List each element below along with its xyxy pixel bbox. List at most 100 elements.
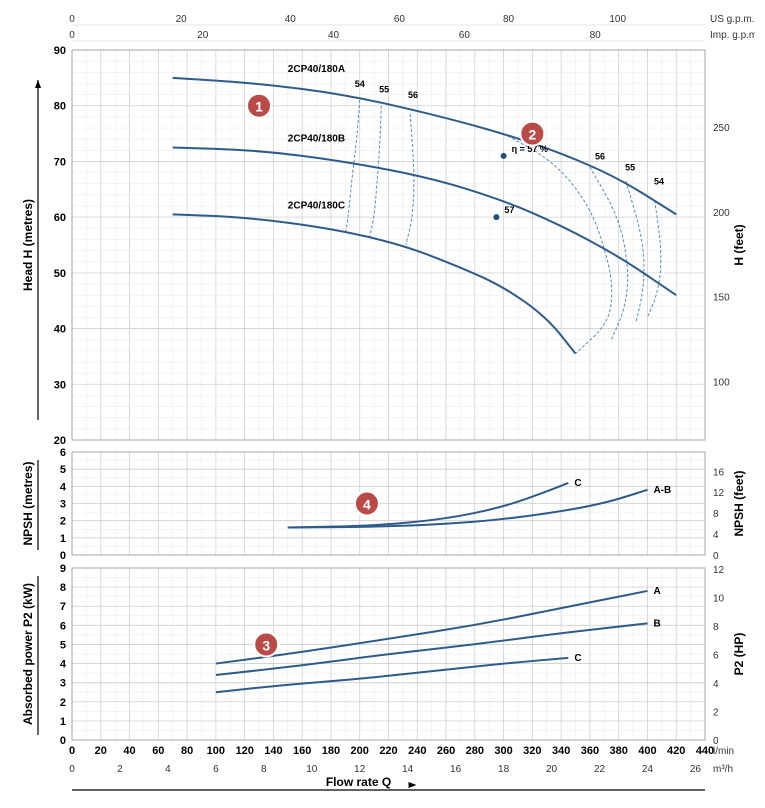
svg-text:Flow rate Q: Flow rate Q (326, 775, 391, 789)
svg-text:2: 2 (713, 707, 719, 718)
svg-text:6: 6 (60, 620, 66, 632)
svg-text:40: 40 (54, 324, 66, 336)
svg-text:8: 8 (713, 622, 719, 633)
svg-text:2CP40/180A: 2CP40/180A (288, 64, 345, 75)
svg-text:22: 22 (594, 764, 606, 775)
svg-text:180: 180 (322, 745, 340, 757)
svg-text:55: 55 (379, 85, 389, 95)
svg-text:60: 60 (54, 212, 66, 224)
svg-text:60: 60 (394, 14, 406, 25)
svg-text:0: 0 (69, 764, 75, 775)
svg-text:10: 10 (306, 764, 318, 775)
svg-text:4: 4 (60, 481, 67, 493)
svg-text:Absorbed power P2 (kW): Absorbed power P2 (kW) (21, 583, 35, 725)
svg-text:2: 2 (60, 516, 66, 528)
svg-text:NPSH (metres): NPSH (metres) (21, 461, 35, 545)
svg-text:14: 14 (402, 764, 414, 775)
svg-text:80: 80 (590, 30, 602, 41)
svg-text:18: 18 (498, 764, 510, 775)
svg-text:3: 3 (262, 637, 270, 653)
svg-text:50: 50 (54, 268, 66, 280)
svg-text:150: 150 (713, 293, 730, 304)
svg-text:340: 340 (552, 745, 570, 757)
svg-text:160: 160 (293, 745, 311, 757)
svg-text:56: 56 (408, 90, 418, 100)
svg-text:4: 4 (363, 497, 371, 513)
svg-text:9: 9 (60, 563, 66, 575)
svg-text:3: 3 (60, 499, 66, 511)
svg-text:80: 80 (181, 745, 193, 757)
svg-text:1: 1 (60, 533, 66, 545)
svg-text:20: 20 (546, 764, 558, 775)
pump-curve-chart: 020406080100US g.p.m.020406080Imp. g.p.m… (10, 10, 755, 798)
svg-text:6: 6 (713, 650, 719, 661)
svg-text:0: 0 (69, 14, 75, 25)
svg-text:12: 12 (713, 488, 725, 499)
svg-text:120: 120 (235, 745, 253, 757)
svg-text:P2 (HP): P2 (HP) (732, 633, 746, 676)
svg-text:4: 4 (713, 530, 719, 541)
svg-text:2CP40/180B: 2CP40/180B (288, 134, 345, 145)
svg-text:220: 220 (379, 745, 397, 757)
svg-text:0: 0 (713, 551, 719, 562)
svg-text:200: 200 (713, 208, 730, 219)
svg-text:2: 2 (117, 764, 123, 775)
svg-text:360: 360 (581, 745, 599, 757)
svg-text:l/min: l/min (713, 746, 734, 757)
svg-text:NPSH (feet): NPSH (feet) (732, 470, 746, 536)
svg-text:1: 1 (60, 716, 66, 728)
svg-text:200: 200 (351, 745, 369, 757)
svg-text:3: 3 (60, 678, 66, 690)
chart-svg: 020406080100US g.p.m.020406080Imp. g.p.m… (10, 10, 755, 798)
svg-text:2: 2 (60, 697, 66, 709)
svg-text:A: A (653, 586, 660, 597)
svg-text:320: 320 (523, 745, 541, 757)
svg-text:0: 0 (60, 735, 66, 747)
svg-text:8: 8 (261, 764, 267, 775)
svg-text:60: 60 (152, 745, 164, 757)
svg-text:2CP40/180C: 2CP40/180C (288, 200, 345, 211)
svg-text:0: 0 (69, 30, 75, 41)
svg-text:60: 60 (459, 30, 471, 41)
svg-text:30: 30 (54, 379, 66, 391)
svg-text:80: 80 (503, 14, 515, 25)
svg-text:26: 26 (690, 764, 702, 775)
svg-text:8: 8 (713, 509, 719, 520)
svg-text:240: 240 (408, 745, 426, 757)
svg-text:420: 420 (667, 745, 685, 757)
svg-text:6: 6 (60, 447, 66, 459)
svg-text:1: 1 (255, 99, 263, 115)
svg-text:140: 140 (264, 745, 282, 757)
svg-text:12: 12 (354, 764, 366, 775)
svg-text:12: 12 (713, 565, 725, 576)
svg-text:24: 24 (642, 764, 654, 775)
svg-text:55: 55 (625, 163, 635, 173)
svg-text:4: 4 (60, 659, 67, 671)
svg-text:70: 70 (54, 156, 66, 168)
svg-text:7: 7 (60, 601, 66, 613)
svg-text:B: B (653, 618, 660, 629)
svg-text:5: 5 (60, 639, 66, 651)
svg-text:8: 8 (60, 582, 66, 594)
svg-text:280: 280 (466, 745, 484, 757)
svg-text:4: 4 (713, 679, 719, 690)
svg-text:4: 4 (165, 764, 171, 775)
svg-text:90: 90 (54, 45, 66, 57)
svg-text:5: 5 (60, 464, 66, 476)
svg-text:380: 380 (610, 745, 628, 757)
svg-text:US g.p.m.: US g.p.m. (710, 14, 754, 25)
svg-text:H (feet): H (feet) (732, 224, 746, 265)
svg-text:57: 57 (504, 205, 514, 215)
svg-text:54: 54 (355, 79, 365, 89)
svg-text:440: 440 (696, 745, 714, 757)
svg-text:20: 20 (197, 30, 209, 41)
svg-text:Head H (metres): Head H (metres) (21, 199, 35, 291)
svg-text:260: 260 (437, 745, 455, 757)
svg-text:40: 40 (285, 14, 297, 25)
svg-text:2: 2 (528, 127, 536, 143)
svg-text:0: 0 (60, 550, 66, 562)
svg-text:20: 20 (176, 14, 188, 25)
svg-text:16: 16 (713, 467, 725, 478)
svg-text:10: 10 (713, 593, 725, 604)
svg-text:54: 54 (654, 177, 664, 187)
